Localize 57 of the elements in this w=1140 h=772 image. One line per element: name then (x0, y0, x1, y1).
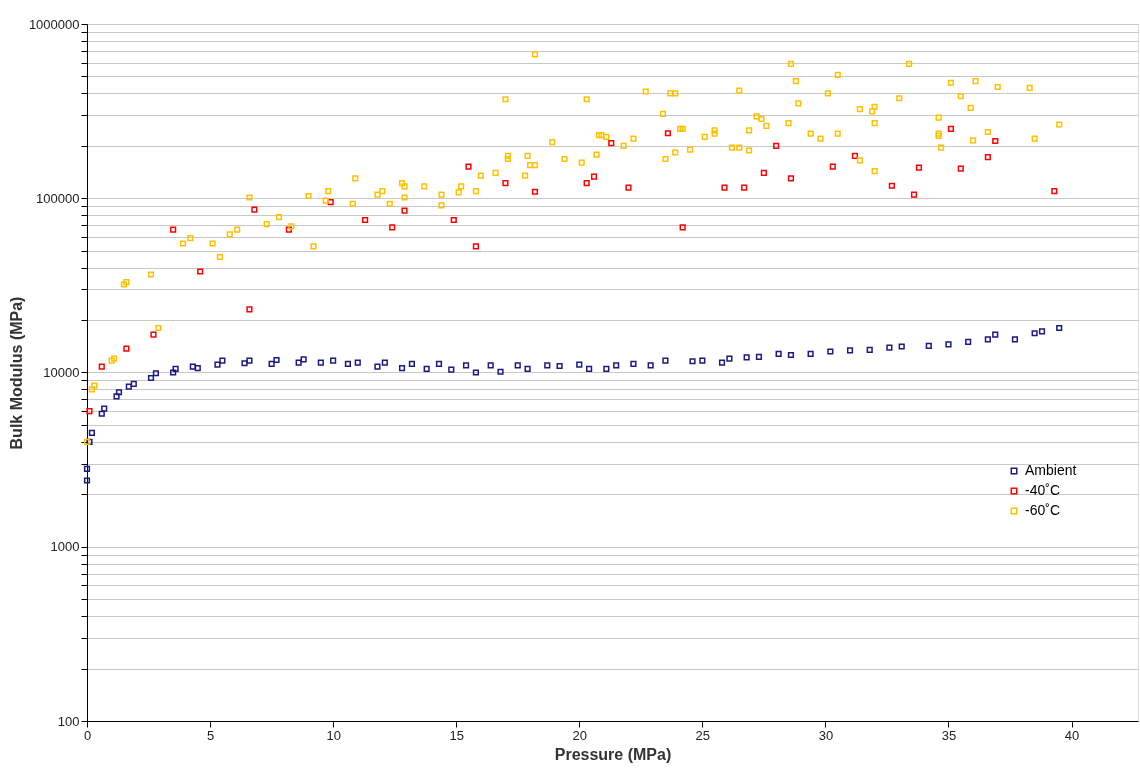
point (664, 130, 671, 137)
y-tick-label: 100000 (36, 190, 80, 206)
point (851, 152, 859, 159)
point (947, 125, 955, 132)
point (888, 182, 895, 189)
y-tick-label: 1000 (50, 539, 80, 555)
y-tick-label: 1000000 (28, 16, 80, 32)
point (760, 169, 767, 176)
legend-label: Ambient (1025, 462, 1077, 478)
point (98, 363, 105, 370)
point (502, 180, 509, 187)
y-tick-label: 100 (57, 713, 80, 729)
x-tick-label: 10 (326, 727, 341, 743)
point (465, 163, 472, 170)
point (197, 268, 204, 275)
point (362, 216, 369, 224)
point (910, 191, 918, 198)
point (123, 345, 130, 352)
point (389, 224, 396, 231)
point (401, 207, 408, 214)
point (741, 184, 748, 191)
point (531, 188, 539, 195)
point (327, 199, 334, 206)
point (957, 165, 964, 172)
point (773, 142, 780, 149)
x-tick-label: 20 (572, 727, 588, 743)
x-tick-label: 30 (818, 727, 834, 743)
point (721, 184, 728, 191)
x-tick-label: 35 (941, 727, 957, 743)
x-tick-label: 0 (83, 727, 92, 743)
x-axis-title: Pressure (MPa) (554, 745, 672, 763)
point (992, 137, 999, 145)
point (829, 163, 836, 170)
point (1051, 187, 1058, 195)
x-tick-label: 40 (1064, 727, 1080, 743)
point (590, 173, 598, 180)
x-tick-label: 25 (695, 727, 711, 743)
point (984, 154, 991, 161)
point (251, 206, 258, 213)
point (625, 184, 632, 191)
point (86, 408, 93, 415)
point (472, 243, 479, 250)
point (170, 226, 177, 233)
point (608, 140, 615, 147)
legend-label: -40˚C (1025, 482, 1061, 498)
point (787, 175, 795, 182)
legend-label: -60˚C (1025, 502, 1061, 518)
y-axis-title: Bulk Modulus (MPa) (7, 296, 25, 450)
x-tick-label: 15 (449, 727, 464, 743)
y-tick-label: 10000 (43, 365, 80, 380)
point (246, 306, 253, 313)
x-tick-label: 5 (206, 727, 215, 743)
point (915, 164, 923, 171)
point (150, 331, 157, 338)
point (583, 180, 590, 187)
point (679, 224, 686, 231)
point (450, 216, 457, 224)
